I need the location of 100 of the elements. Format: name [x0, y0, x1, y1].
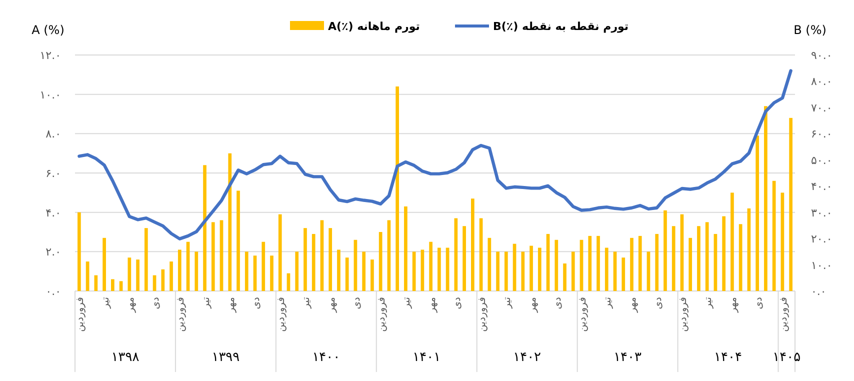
x-tick-label: مهر [226, 297, 237, 314]
y2-tick-label: ۱۰.۰ [811, 258, 832, 272]
bar [438, 248, 441, 291]
bar [454, 218, 458, 291]
bar [697, 226, 700, 291]
y-tick-label: ۰.۰ [46, 285, 61, 298]
bar [538, 248, 542, 291]
bar [387, 220, 391, 291]
y-tick-label: ۶.۰ [46, 167, 61, 180]
bar [111, 279, 114, 291]
bar [102, 238, 106, 291]
bar [119, 281, 123, 291]
bar [78, 212, 81, 291]
bar [462, 226, 466, 291]
x-tick-label: فروردین [578, 296, 589, 332]
x-tick-label: دی [351, 297, 362, 310]
x-tick-label: تیر [301, 296, 312, 310]
x-tick-label: تیر [703, 296, 714, 310]
text: ۱۳۹۸ [111, 350, 140, 365]
bar [378, 232, 382, 291]
y-tick-label: ۸.۰ [46, 128, 61, 141]
y2-tick-label: ۹۰.۰ [811, 49, 832, 62]
legend-label: تورم ماهانه (٪)A [328, 20, 420, 33]
x-tick-label: فروردین [75, 296, 86, 332]
bar [262, 242, 266, 291]
legend-label: تورم نقطه به نقطه (٪)B [493, 20, 629, 33]
y-tick-label: ۴.۰ [46, 206, 61, 220]
bar [688, 238, 692, 291]
y2-tick-label: ۵۰.۰ [811, 154, 832, 167]
text: ۱۴۰۵ [772, 350, 801, 365]
bar [170, 262, 173, 291]
x-tick-label: فروردین [477, 296, 488, 332]
x-tick-label: دی [251, 297, 262, 310]
bar [253, 256, 257, 291]
text: ۱۴۰۲ [513, 350, 542, 365]
bar [479, 218, 483, 291]
bar [571, 252, 575, 291]
x-tick-label: دی [652, 297, 664, 310]
bar [638, 236, 642, 291]
bar [161, 269, 165, 291]
bar [320, 220, 324, 291]
x-tick-label: تیر [200, 296, 212, 310]
text: ۱۴۰۴ [714, 350, 742, 365]
bar [194, 252, 198, 291]
x-tick-label: فروردین [176, 296, 187, 332]
bar [312, 234, 316, 291]
bar [244, 252, 248, 291]
x-tick-label: فروردین [678, 296, 689, 332]
bar [722, 216, 726, 291]
bar [295, 252, 299, 291]
bar [554, 240, 558, 291]
x-tick-label: فروردین [376, 296, 388, 332]
bar [714, 234, 718, 291]
y-axis-title: A (%) [32, 23, 64, 37]
bar [488, 238, 492, 291]
y2-tick-label: ۷۰.۰ [811, 101, 832, 114]
y2-tick-label: ۰.۰ [811, 285, 826, 298]
bar [178, 250, 182, 291]
bar [404, 206, 408, 291]
bar [362, 252, 366, 291]
bar [672, 226, 676, 291]
bar [596, 236, 600, 291]
bar [521, 252, 525, 291]
bar [530, 246, 533, 291]
line-series [78, 69, 792, 240]
x-tick-label: فروردین [276, 296, 288, 332]
x-tick-label: تیر [502, 296, 514, 310]
bar [780, 192, 784, 291]
bar [144, 228, 148, 291]
bar [278, 214, 282, 291]
bar [345, 258, 349, 291]
bar [613, 252, 617, 291]
bar [304, 228, 307, 291]
bar [546, 234, 550, 291]
text: ۱۴۰۳ [614, 350, 642, 365]
bar [730, 192, 734, 291]
x-tick-label: فروردین [778, 296, 790, 332]
x-tick-label: تیر [402, 296, 413, 310]
bar [471, 198, 474, 291]
text: ۱۴۰۰ [312, 350, 340, 365]
bar [446, 248, 450, 291]
bar [420, 250, 424, 291]
bar [664, 210, 667, 291]
x-tick-label: دی [452, 297, 463, 310]
bar [630, 238, 634, 291]
bar [705, 222, 709, 291]
x-tick-label: دی [552, 297, 564, 310]
bar [504, 252, 508, 291]
bar [764, 106, 768, 291]
text: ۱۴۰۱ [412, 350, 441, 365]
y-tick-label: ۲.۰ [46, 246, 61, 259]
bar [655, 234, 659, 291]
x-tick-label: تیر [602, 296, 614, 310]
bar [220, 220, 224, 291]
y2-tick-label: ۶۰.۰ [811, 128, 832, 141]
x-tick-label: مهر [728, 297, 740, 314]
bar [337, 250, 340, 291]
x-tick-label: تیر [100, 296, 112, 310]
bar [396, 86, 399, 291]
bar [236, 190, 240, 291]
